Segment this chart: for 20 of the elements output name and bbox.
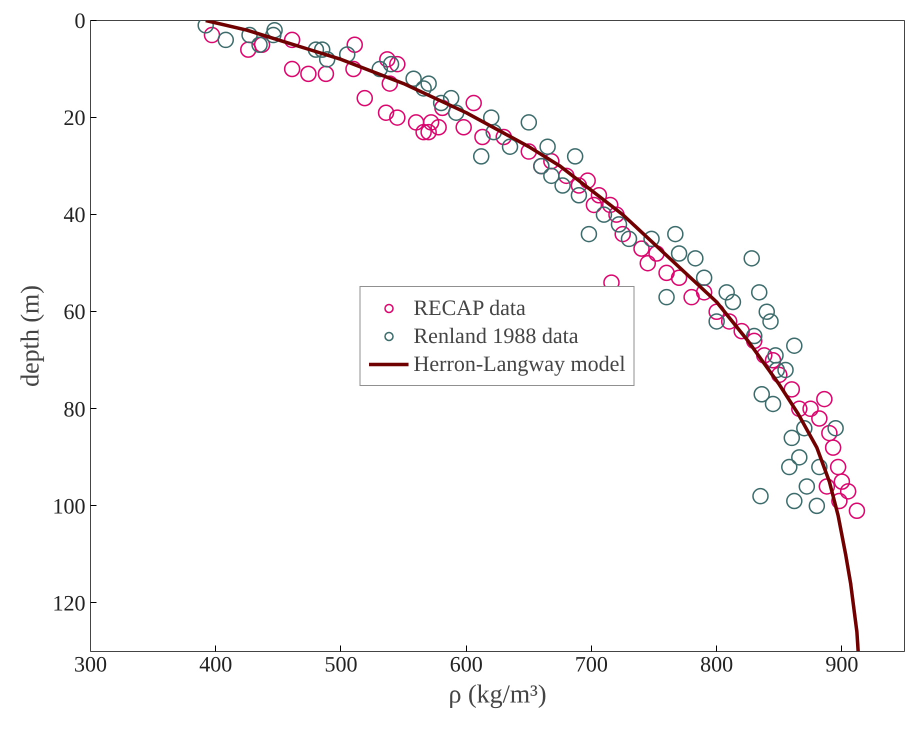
x-tick-label: 800 bbox=[700, 652, 734, 676]
x-axis-title: ρ (kg/m³) bbox=[448, 680, 547, 708]
legend-label: RECAP data bbox=[414, 294, 526, 320]
x-tick-label: 500 bbox=[324, 652, 358, 676]
y-tick-label: 60 bbox=[64, 299, 86, 324]
y-tick-label: 100 bbox=[52, 493, 86, 518]
x-tick-label: 300 bbox=[74, 652, 107, 676]
y-tick-label: 80 bbox=[64, 396, 86, 422]
y-axis-title: depth (m) bbox=[16, 285, 44, 387]
x-tick-label: 900 bbox=[825, 652, 858, 676]
legend-label: Herron-Langway model bbox=[414, 350, 626, 376]
x-tick-label: 400 bbox=[199, 652, 232, 676]
x-tick-label: 600 bbox=[450, 652, 483, 676]
legend-label: Renland 1988 data bbox=[414, 322, 578, 348]
y-tick-label: 20 bbox=[64, 105, 86, 130]
line-series bbox=[204, 20, 860, 652]
x-tick-label: 700 bbox=[574, 652, 608, 676]
y-tick-label: 40 bbox=[64, 202, 86, 228]
y-tick-label: 120 bbox=[52, 590, 86, 616]
y-tick-label: 0 bbox=[74, 8, 86, 33]
